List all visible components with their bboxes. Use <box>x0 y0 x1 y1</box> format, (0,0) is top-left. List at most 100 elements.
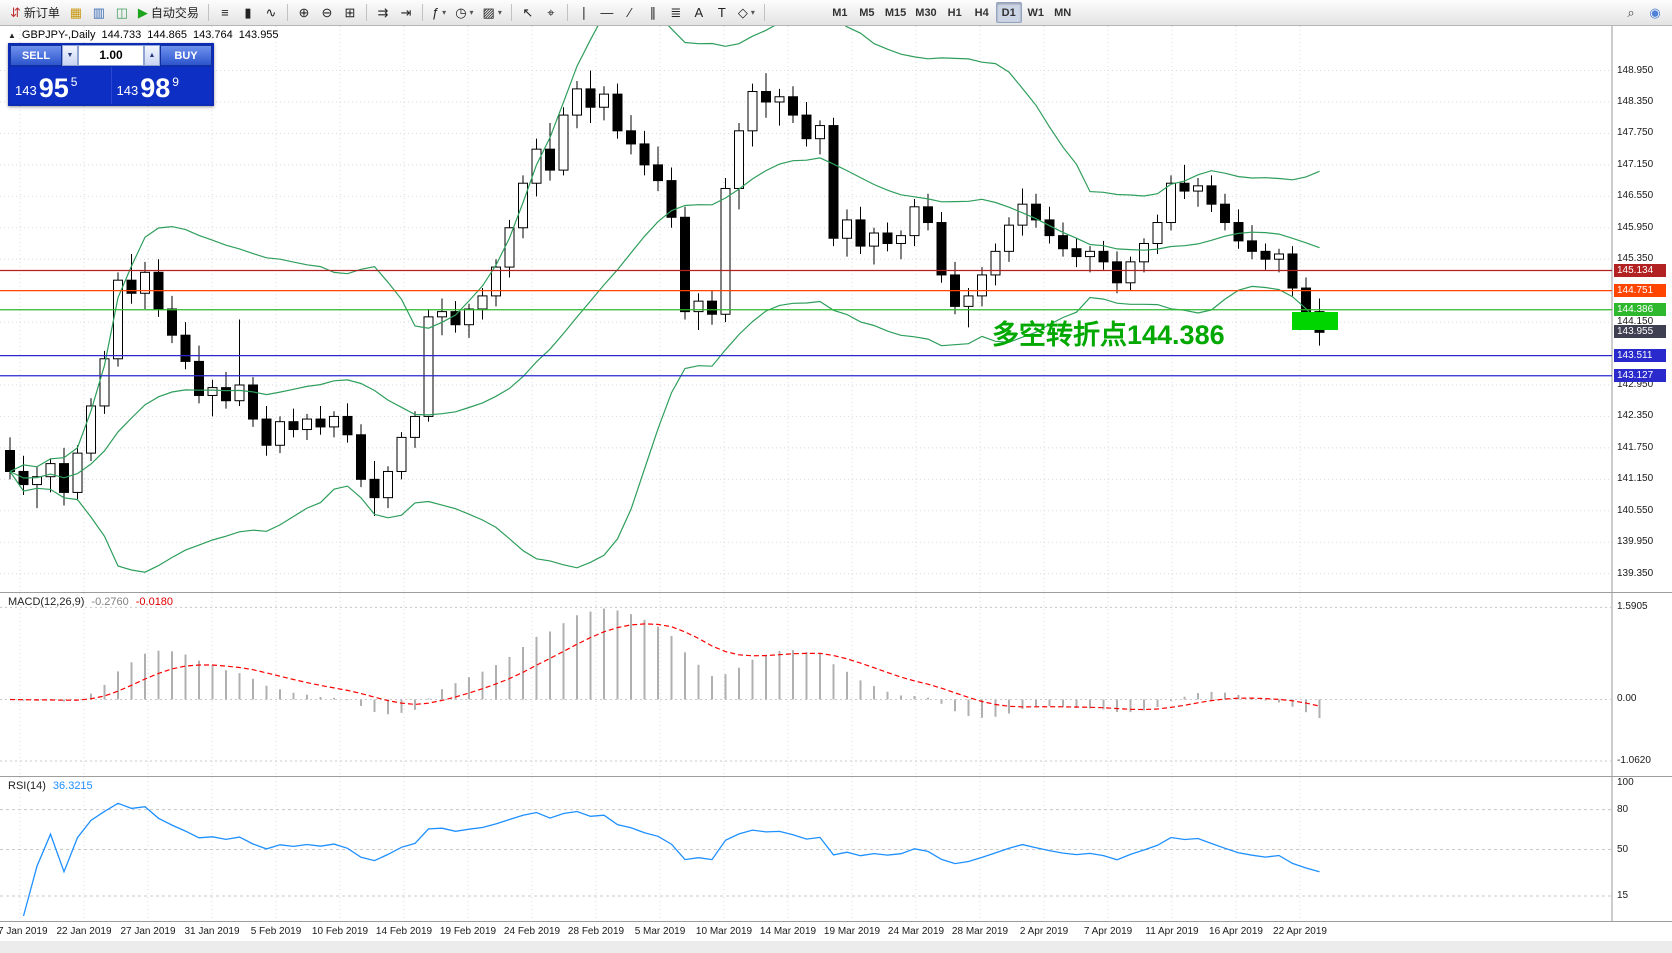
macd-main-value: -0.2760 <box>91 596 129 608</box>
chevron-down-icon: ▾ <box>469 8 474 17</box>
date-label: 5 Feb 2019 <box>250 926 302 937</box>
one-click-toggle[interactable]: ▲ <box>8 30 16 40</box>
vertical-line-button[interactable]: ∣ <box>573 2 595 23</box>
bar-chart-button[interactable]: ≡ <box>214 2 236 23</box>
chevron-down-icon: ▾ <box>750 8 755 17</box>
indicators-button[interactable]: ƒ ▾ <box>428 2 450 23</box>
axis-label: 0.00 <box>1617 693 1637 705</box>
bid-price-chip: 143.955 <box>1614 325 1666 339</box>
zoom-in-button[interactable]: ⊕ <box>293 2 315 23</box>
price-chart-panel[interactable]: 148.950 148.350 147.750 147.150 146.550 145.9… <box>0 26 1672 592</box>
timeframe-d1-button[interactable]: D1 <box>995 2 1022 23</box>
pivot-highlight-marker <box>1292 311 1338 330</box>
tile-windows-button[interactable]: ⊞ <box>339 2 361 23</box>
market-watch-button[interactable]: ▦ <box>65 2 87 23</box>
macd-panel[interactable]: 1.5905 0.00 -1.0620 MACD(12,26,9) -0.2760 … <box>0 592 1672 777</box>
axis-label: -1.0620 <box>1617 755 1651 766</box>
axis-label: 140.550 <box>1617 504 1654 516</box>
auto-scroll-button[interactable]: ⇉ <box>372 2 394 23</box>
templates-icon: ▨ <box>482 5 495 20</box>
shapes-button[interactable]: ◇ ▾ <box>734 2 759 23</box>
line-chart-button[interactable]: ∿ <box>260 2 282 23</box>
text-button[interactable]: A <box>688 2 710 23</box>
volume-increase-button[interactable]: ▲ <box>144 45 160 66</box>
auto-trading-button[interactable]: ▶ 自动交易 <box>134 2 203 23</box>
timeframe-w1-button[interactable]: W1 <box>1023 2 1049 23</box>
shapes-icon: ◇ <box>737 5 748 20</box>
date-label: 14 Mar 2019 <box>759 926 817 937</box>
line-chart-icon: ∿ <box>265 5 277 20</box>
templates-button[interactable]: ▨ ▾ <box>479 2 506 23</box>
label-button[interactable]: T <box>711 2 733 23</box>
volume-input[interactable]: 1.00 <box>78 45 144 66</box>
toolbar-separator <box>421 4 423 21</box>
rsi-panel[interactable]: 100 80 50 15 RSI(14) 36.3215 <box>0 776 1672 922</box>
community-button[interactable]: ◉ <box>1644 2 1666 23</box>
date-label: 16 Apr 2019 <box>1209 926 1263 937</box>
timeframe-m30-button[interactable]: M30 <box>911 2 940 23</box>
horizontal-line-button[interactable]: ― <box>596 2 618 23</box>
timeframe-m5-button[interactable]: M5 <box>854 2 880 23</box>
date-label: 10 Feb 2019 <box>311 926 369 937</box>
ohlc-close: 143.955 <box>238 29 279 41</box>
price-level-chip: 144.751 <box>1614 283 1666 297</box>
axis-label: 145.950 <box>1617 221 1654 233</box>
timeframe-m1-button[interactable]: M1 <box>827 2 853 23</box>
zoom-out-button[interactable]: ⊖ <box>316 2 338 23</box>
date-label: 28 Feb 2019 <box>567 926 625 937</box>
timeframe-h4-button[interactable]: H4 <box>969 2 995 23</box>
chart-shift-icon: ⇥ <box>400 5 412 20</box>
horizontal-line-icon: ― <box>600 5 614 20</box>
new-order-icon: ⇵ <box>10 5 21 20</box>
auto-trading-label: 自动交易 <box>150 6 199 20</box>
axis-label: 148.350 <box>1617 95 1654 107</box>
fibonacci-button[interactable]: ≣ <box>665 2 687 23</box>
search-button[interactable]: ⌕ <box>1620 2 1642 23</box>
zoom-out-icon: ⊖ <box>321 5 333 20</box>
timeframe-h1-button[interactable]: H1 <box>942 2 968 23</box>
navigator-button[interactable]: ◫ <box>111 2 133 23</box>
axis-label: 15 <box>1617 890 1629 902</box>
sell-price-pip: 5 <box>70 75 78 89</box>
indicators-icon: ƒ <box>431 5 440 20</box>
data-window-button[interactable]: ▥ <box>88 2 110 23</box>
date-label: 7 Apr 2019 <box>1083 926 1133 937</box>
macd-name: MACD(12,26,9) <box>8 596 85 608</box>
candlestick-chart-button[interactable]: ▮ <box>237 2 259 23</box>
candlestick-chart <box>0 26 1613 592</box>
buy-button[interactable]: BUY <box>160 45 212 66</box>
date-label: 22 Apr 2019 <box>1273 926 1327 937</box>
timeframe-mn-button[interactable]: MN <box>1050 2 1076 23</box>
sell-price[interactable]: 143 95 5 <box>10 67 112 104</box>
volume-decrease-button[interactable]: ▼ <box>62 45 78 66</box>
crosshair-button[interactable]: ⌖ <box>540 2 562 23</box>
price-level-chip: 143.127 <box>1614 368 1666 382</box>
date-label: 19 Feb 2019 <box>439 926 497 937</box>
toolbar-separator <box>207 4 209 21</box>
toolbar-separator <box>510 4 512 21</box>
sell-button[interactable]: SELL <box>10 45 62 66</box>
trade-panel-controls: SELL ▼ 1.00 ▲ BUY <box>10 45 212 66</box>
chevron-down-icon: ▾ <box>442 8 447 17</box>
price-level-chip: 145.134 <box>1614 263 1666 277</box>
date-label: 19 Mar 2019 <box>823 926 881 937</box>
new-order-button[interactable]: ⇵ 新订单 <box>6 2 64 23</box>
chart-window: 148.950 148.350 147.750 147.150 146.550 145.9… <box>0 26 1672 941</box>
axis-label: 50 <box>1617 843 1629 855</box>
date-label: 2 Apr 2019 <box>1019 926 1069 937</box>
price-axis: 148.950 148.350 147.750 147.150 146.550 145.9… <box>1613 26 1672 592</box>
toolbar-separator <box>566 4 568 21</box>
cursor-button[interactable]: ↖ <box>517 2 539 23</box>
trendline-button[interactable]: ∕ <box>619 2 641 23</box>
buy-price-prefix: 143 <box>116 83 139 98</box>
periods-button[interactable]: ◷ ▾ <box>451 2 477 23</box>
date-label: 24 Feb 2019 <box>503 926 561 937</box>
pivot-annotation: 多空转折点144.386 <box>992 319 1225 350</box>
chart-shift-button[interactable]: ⇥ <box>395 2 417 23</box>
rsi-axis: 100 80 50 15 <box>1613 777 1672 921</box>
channel-button[interactable]: ∥ <box>642 2 664 23</box>
buy-price[interactable]: 143 98 9 <box>112 67 213 104</box>
sell-price-prefix: 143 <box>15 83 37 98</box>
timeframe-m15-button[interactable]: M15 <box>881 2 910 23</box>
macd-axis: 1.5905 0.00 -1.0620 <box>1613 593 1672 776</box>
